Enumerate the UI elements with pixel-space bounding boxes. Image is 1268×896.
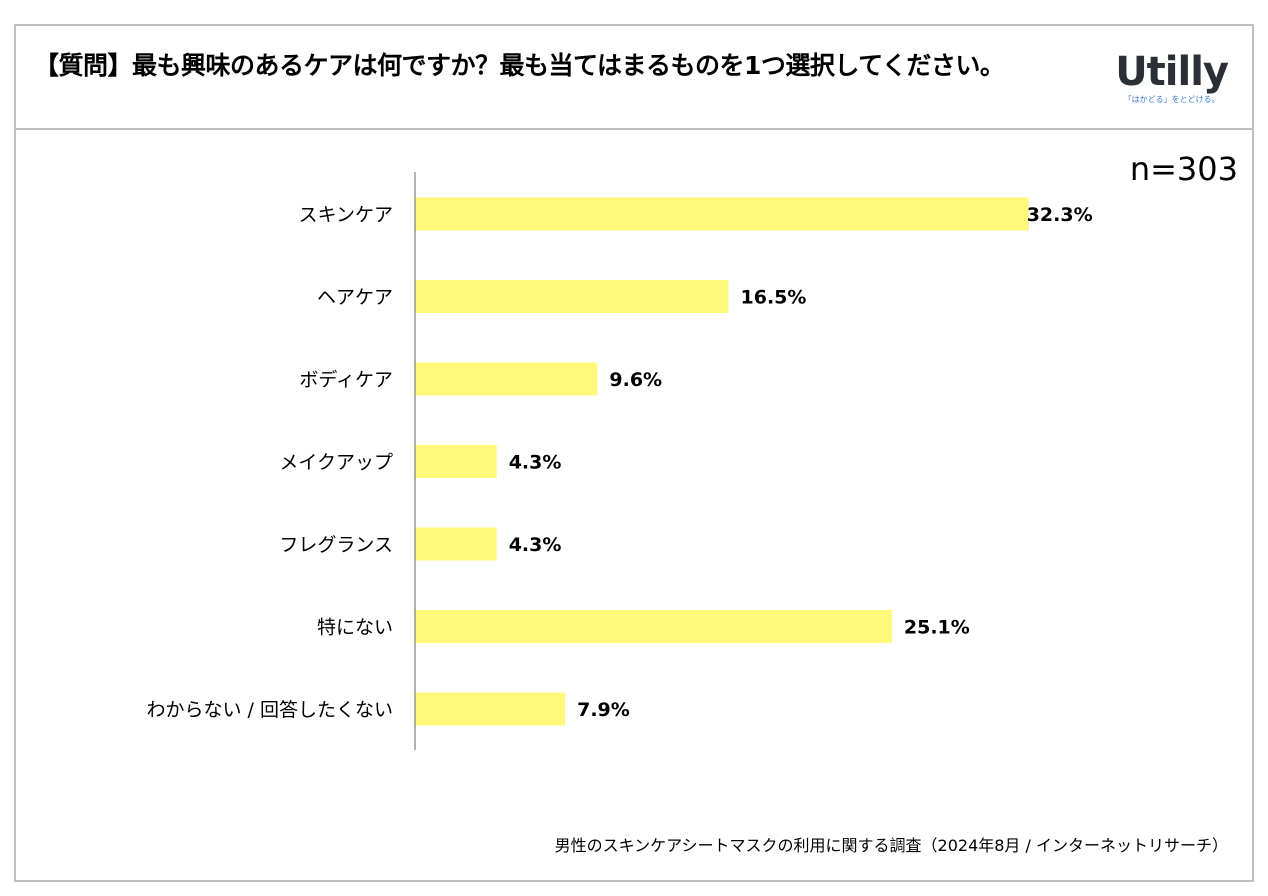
value-label: 9.6%: [609, 369, 662, 391]
category-label: 特にない: [317, 617, 393, 639]
value-label: 4.3%: [509, 534, 562, 556]
bar: [415, 692, 566, 726]
bar: [415, 445, 497, 478]
category-label: スキンケア: [299, 204, 393, 226]
value-label: 16.5%: [741, 287, 807, 309]
value-label: 25.1%: [904, 617, 970, 639]
header: 【質問】最も興味のあるケアは何ですか？最も当てはまるものを1つ選択してください。…: [14, 24, 1254, 130]
value-label: 4.3%: [509, 452, 562, 474]
value-label: 32.3%: [1027, 204, 1093, 226]
category-label: ボディケア: [299, 369, 393, 391]
logo-tagline: 「はかどる」をとどける。: [1123, 95, 1220, 104]
category-label: フレグランス: [279, 534, 393, 556]
logo-wordmark: Utilly: [1115, 49, 1229, 95]
sample-size-label: n=303: [1129, 150, 1238, 188]
value-label: 7.9%: [577, 699, 630, 721]
bar: [415, 362, 598, 396]
bar: [415, 610, 892, 643]
category-label: メイクアップ: [279, 452, 393, 474]
utilly-logo: Utilly 「はかどる」をとどける。: [1115, 49, 1229, 105]
chart-frame: [14, 24, 1254, 882]
source-note: 男性のスキンケアシートマスクの利用に関する調査（2024年8月 / インターネッ…: [554, 836, 1228, 855]
bar: [415, 280, 729, 313]
category-label: わからない / 回答したくない: [147, 699, 393, 721]
bar: [415, 527, 497, 561]
question-title: 【質問】最も興味のあるケアは何ですか？最も当てはまるものを1つ選択してください。: [34, 51, 1005, 80]
bar: [415, 197, 1029, 231]
category-label: ヘアケア: [317, 287, 393, 309]
